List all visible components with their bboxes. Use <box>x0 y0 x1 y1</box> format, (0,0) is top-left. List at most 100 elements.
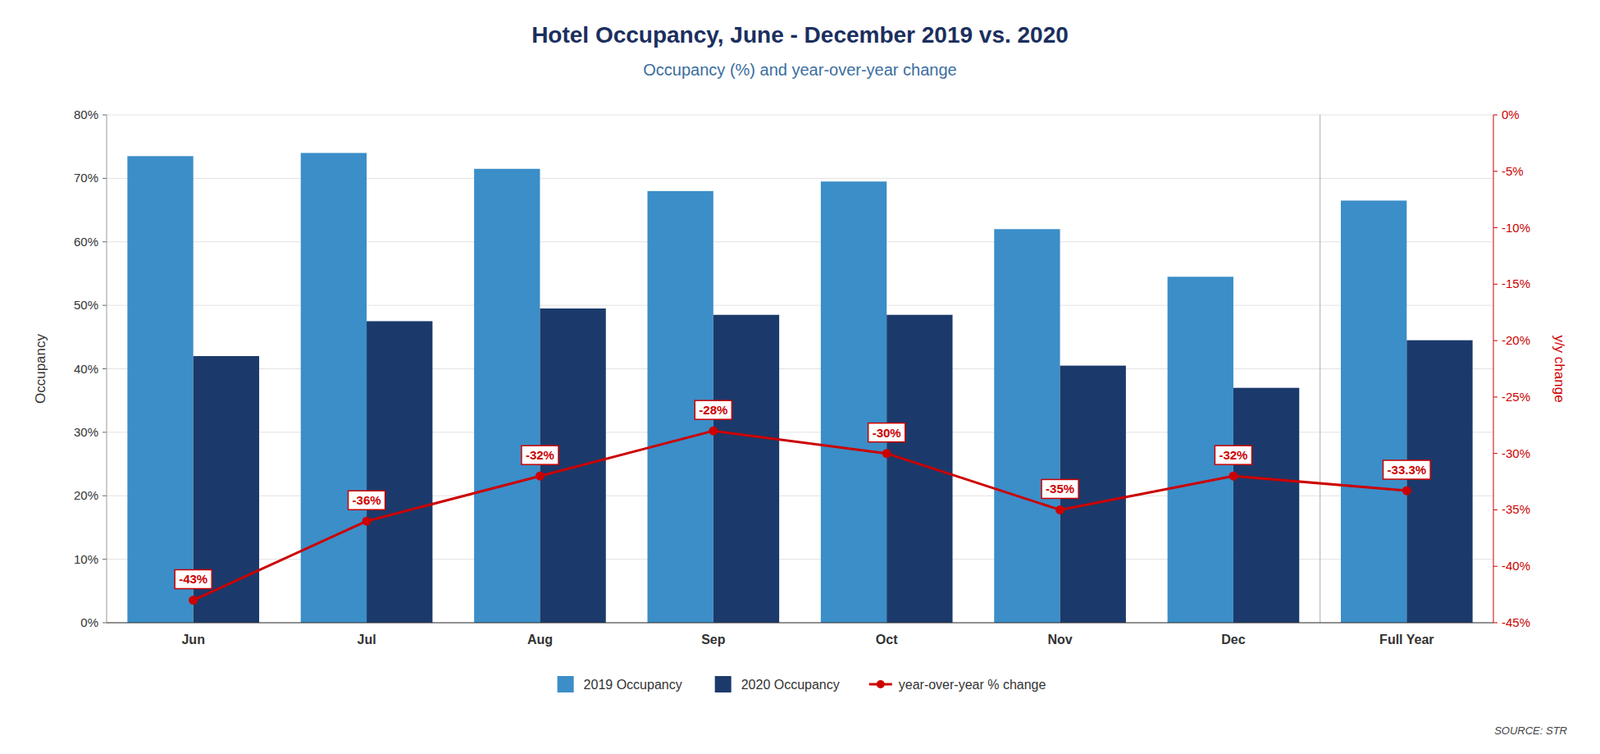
data-label-bg <box>1383 460 1432 479</box>
point <box>362 516 372 526</box>
legend-swatch <box>557 675 575 693</box>
data-label-box: -43% <box>174 569 212 589</box>
y2-tick-label: -45% <box>1501 615 1531 630</box>
x-tick-label: Jul <box>357 632 377 647</box>
background <box>0 0 1600 754</box>
bar <box>1233 387 1300 623</box>
bar <box>1406 340 1473 623</box>
tick-mark <box>102 114 107 116</box>
y2-tick-label: -15% <box>1501 276 1531 291</box>
bar <box>539 308 606 623</box>
y-tick-label: 40% <box>73 361 99 376</box>
bar <box>300 152 367 623</box>
bar <box>713 314 780 623</box>
y-axis-label: Occupancy <box>32 332 49 404</box>
bar <box>1340 200 1407 623</box>
y-tick-label: 10% <box>73 551 99 566</box>
bar <box>820 181 887 623</box>
x-tick-label: Nov <box>1047 632 1072 647</box>
data-label: -35% <box>1045 481 1075 496</box>
tick-mark <box>102 495 107 497</box>
data-label: -43% <box>178 571 208 586</box>
point <box>882 448 892 458</box>
line <box>193 430 1408 600</box>
data-label-box: -33.3% <box>1383 460 1432 479</box>
point <box>1055 505 1065 515</box>
tick-mark <box>102 305 107 306</box>
legend-item: 2020 Occupancy <box>715 675 840 693</box>
tick-mark <box>1493 622 1498 624</box>
annotation: SOURCE: STR <box>1494 724 1568 737</box>
grid-line <box>106 622 1494 624</box>
data-label-box: -36% <box>348 490 386 510</box>
tick-mark <box>102 368 107 370</box>
legend-item: 2019 Occupancy <box>557 675 683 693</box>
data-label-box: -32% <box>1214 445 1252 465</box>
y2-tick-label: -40% <box>1501 558 1531 573</box>
tick-mark <box>102 177 107 179</box>
legend-label: 2020 Occupancy <box>741 677 840 692</box>
y2-tick-label: -20% <box>1501 332 1531 347</box>
tick-mark <box>1493 227 1498 228</box>
bar <box>474 168 540 623</box>
data-label: -28% <box>698 402 728 417</box>
bar <box>366 320 433 623</box>
point <box>188 595 198 605</box>
y2-axis-line <box>1493 114 1495 623</box>
tick-mark <box>1493 170 1498 172</box>
x-tick-label: Aug <box>527 632 553 647</box>
data-label-bg <box>174 569 212 589</box>
y-tick-label: 60% <box>73 234 99 249</box>
data-label: -30% <box>872 425 902 440</box>
y2-axis-label: y/y change <box>1551 334 1568 402</box>
tick-mark <box>1493 452 1498 454</box>
x-tick-label: Dec <box>1221 632 1245 647</box>
data-label-bg <box>348 490 386 510</box>
data-label: -36% <box>352 492 382 507</box>
y2-tick-label: -30% <box>1501 446 1531 461</box>
tick-mark <box>102 622 107 624</box>
point <box>1402 486 1412 496</box>
data-label-box: -35% <box>1041 478 1079 498</box>
title: Hotel Occupancy, June - December 2019 vs… <box>531 22 1069 48</box>
tick-mark <box>102 241 107 242</box>
chart: Hotel Occupancy, June - December 2019 vs… <box>0 0 1600 754</box>
y-tick-label: 20% <box>73 487 99 502</box>
legend-label: year-over-year % change <box>898 677 1047 692</box>
tick-mark <box>1493 340 1498 342</box>
grid-line <box>106 114 1494 116</box>
grid <box>106 114 1494 623</box>
tick-mark <box>1493 283 1498 285</box>
data-label: -32% <box>525 447 555 462</box>
tick-mark <box>102 431 107 433</box>
legend-swatch <box>715 675 732 693</box>
tick-mark <box>102 558 107 560</box>
bar <box>993 228 1060 623</box>
bar <box>127 155 193 623</box>
y2-tick-label: 0% <box>1501 107 1520 122</box>
y-tick-label: 70% <box>73 170 99 185</box>
legend: 2019 Occupancy 2020 Occupancy year-over-ye… <box>557 675 1047 693</box>
x-tick-label: Oct <box>875 632 899 647</box>
legend-swatch <box>876 679 885 689</box>
y2-tick-label: -10% <box>1501 220 1531 235</box>
point <box>1228 471 1238 481</box>
data-label-box: -32% <box>521 445 559 465</box>
data-label-bg <box>694 400 732 420</box>
tick-mark <box>1493 509 1498 511</box>
data-label: -33.3% <box>1387 462 1427 477</box>
data-label-bg <box>1041 478 1079 498</box>
y-tick-label: 0% <box>80 615 99 630</box>
legend-item: year-over-year % change <box>869 677 1047 692</box>
x-tick-label: Sep <box>701 632 726 647</box>
y-tick-label: 80% <box>73 107 99 122</box>
legend-label: 2019 Occupancy <box>583 677 683 692</box>
subtitle: Occupancy (%) and year-over-year change <box>642 60 957 79</box>
data-label-box: -30% <box>868 423 906 443</box>
y-axis-line <box>106 114 108 623</box>
data-label: -32% <box>1218 447 1248 462</box>
separator <box>1319 114 1321 623</box>
y2-tick-label: -5% <box>1501 164 1524 178</box>
tick-mark <box>1493 114 1498 116</box>
data-labels: -43% -36% -32% -28% -30% -35% -32% -33.3% <box>174 400 1431 589</box>
